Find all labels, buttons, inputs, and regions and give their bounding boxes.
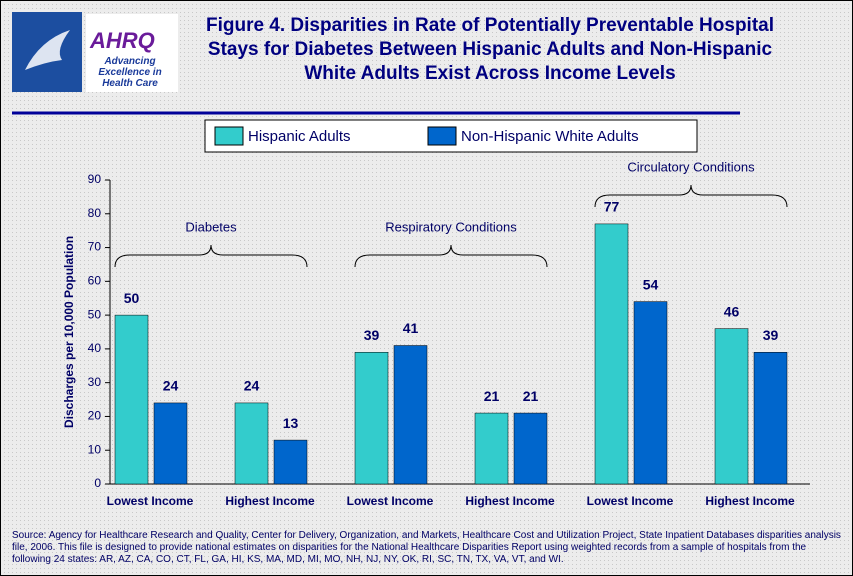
data-label: 24 [244, 378, 260, 394]
logo-name: AHRQ [90, 28, 155, 53]
bar [594, 223, 629, 485]
group-brace [354, 244, 548, 268]
data-label: 77 [604, 199, 620, 215]
data-label: 50 [124, 290, 140, 306]
bar [633, 301, 668, 485]
data-label: 46 [724, 303, 740, 319]
y-tick-label: 60 [88, 274, 102, 288]
bar [753, 352, 788, 485]
bar [273, 439, 308, 485]
bar [114, 314, 149, 485]
bar [513, 412, 548, 485]
group-brace [594, 184, 788, 208]
bar [354, 352, 389, 485]
source-note: Source: Agency for Healthcare Research a… [12, 530, 841, 565]
y-axis-label: Discharges per 10,000 Population [62, 236, 76, 428]
legend-label: Non-Hispanic White Adults [461, 128, 639, 145]
bar [714, 328, 749, 485]
data-label: 24 [163, 378, 179, 394]
y-tick-label: 40 [88, 341, 102, 355]
group-label: Respiratory Conditions [385, 219, 517, 234]
data-label: 21 [523, 388, 539, 404]
logo-box [86, 14, 178, 92]
legend-box [204, 119, 698, 153]
data-label: 13 [283, 415, 299, 431]
y-tick-label: 20 [88, 409, 102, 423]
y-tick-label: 80 [88, 206, 102, 220]
chart-title: Figure 4. Disparities in Rate of Potenti… [205, 15, 775, 84]
bar [234, 402, 269, 485]
y-tick-label: 70 [88, 240, 102, 254]
x-tick-label: Lowest Income [587, 494, 674, 508]
y-tick-label: 0 [94, 476, 101, 490]
legend-label: Hispanic Adults [248, 128, 351, 145]
bar [474, 412, 509, 485]
data-label: 54 [643, 276, 659, 292]
x-tick-label: Lowest Income [347, 494, 434, 508]
x-tick-label: Lowest Income [107, 494, 194, 508]
y-tick-label: 90 [88, 172, 102, 186]
x-tick-label: Highest Income [225, 494, 315, 508]
legend-swatch [214, 126, 244, 146]
group-label: Circulatory Conditions [627, 159, 755, 174]
y-tick-label: 50 [88, 307, 102, 321]
data-label: 39 [364, 327, 380, 343]
data-label: 39 [763, 327, 779, 343]
y-tick-label: 30 [88, 375, 102, 389]
data-label: 41 [403, 320, 419, 336]
group-brace [114, 244, 308, 268]
y-tick-label: 10 [88, 442, 102, 456]
legend-swatch [427, 126, 457, 146]
x-tick-label: Highest Income [465, 494, 555, 508]
logo-eagle [25, 30, 70, 70]
x-tick-label: Highest Income [705, 494, 795, 508]
group-label: Diabetes [185, 219, 237, 234]
data-label: 21 [484, 388, 500, 404]
bar [393, 345, 428, 485]
bar [153, 402, 188, 485]
logo-tagline: Advancing Excellence in Health Care [98, 56, 162, 89]
